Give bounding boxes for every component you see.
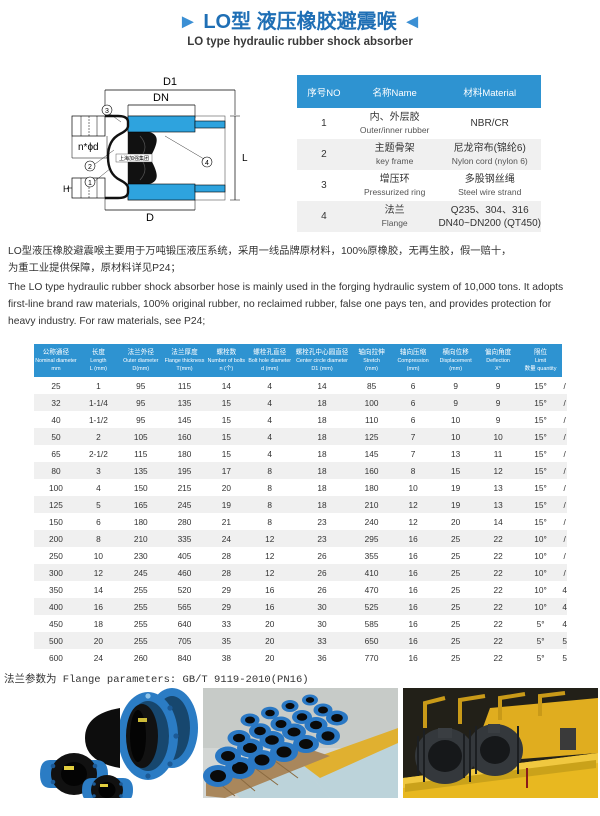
svg-text:3: 3 [105, 108, 109, 115]
svg-text:2: 2 [88, 164, 92, 171]
svg-text:DN: DN [153, 92, 169, 104]
svg-text:D: D [146, 212, 154, 224]
svg-text:D1: D1 [163, 76, 177, 88]
svg-text:1: 1 [88, 180, 92, 187]
svg-text:4: 4 [205, 160, 209, 167]
svg-text:n*ϕd: n*ϕd [78, 142, 99, 153]
svg-text:H: H [63, 184, 70, 194]
svg-text:上海加强集团: 上海加强集团 [119, 155, 149, 162]
svg-text:L: L [242, 153, 248, 164]
